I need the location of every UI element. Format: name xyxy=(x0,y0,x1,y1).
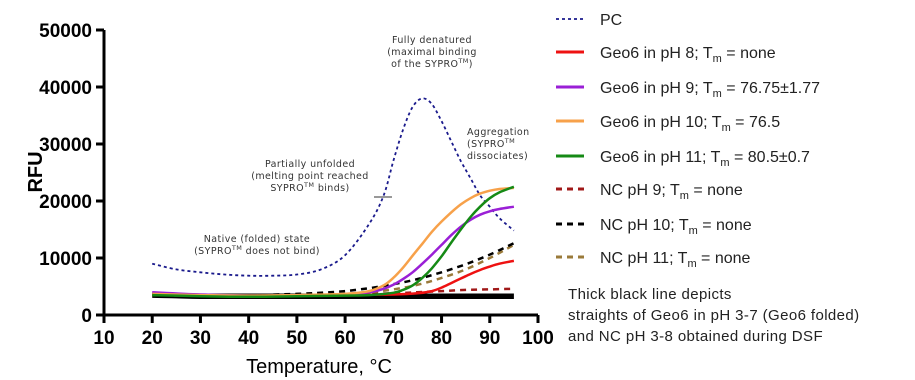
y-axis-title: RFU xyxy=(25,151,47,192)
legend: PC Geo6 in pH 8; Tm = none Geo6 in pH 9; T… xyxy=(556,12,820,270)
legend-label: NC pH 9; Tm = none xyxy=(600,182,743,202)
y-tick-label: 40000 xyxy=(39,78,92,99)
legend-label: PC xyxy=(600,12,622,29)
annotation-text: Partially unfolded (melting point reached… xyxy=(251,159,368,194)
annotation-text: Aggregation (SYPROTM dissociates) xyxy=(467,127,530,162)
y-tick-label: 20000 xyxy=(39,192,92,213)
y-tick-label: 50000 xyxy=(39,21,92,42)
legend-label: NC pH 11; Tm = none xyxy=(600,250,751,270)
legend-label: NC pH 10; Tm = none xyxy=(600,217,752,237)
axes xyxy=(102,30,538,317)
legend-label: Geo6 in pH 11; Tm = 80.5±0.7 xyxy=(600,149,810,169)
legend-item: NC pH 9; Tm = none xyxy=(556,182,743,202)
x-tick-label: 100 xyxy=(522,328,554,349)
legend-item: Geo6 in pH 11; Tm = 80.5±0.7 xyxy=(556,149,810,169)
y-tick-label: 10000 xyxy=(39,249,92,270)
note-line: and NC pH 3-8 obtained during DSF xyxy=(568,328,823,345)
x-tick-label: 70 xyxy=(383,328,404,349)
legend-item: Geo6 in pH 9; Tm = 76.75±1.77 xyxy=(556,80,820,100)
legend-item: NC pH 10; Tm = none xyxy=(556,217,752,237)
annotations: Fully denatured (maximal binding of the SY… xyxy=(194,35,529,257)
x-tick-label: 30 xyxy=(190,328,211,349)
legend-label: Geo6 in pH 9; Tm = 76.75±1.77 xyxy=(600,80,820,100)
legend-item: Geo6 in pH 10; Tm = 76.5 xyxy=(556,114,780,134)
x-tick-label: 90 xyxy=(479,328,500,349)
x-axis-title: Temperature, °C xyxy=(246,356,392,378)
legend-label: Geo6 in pH 8; Tm = none xyxy=(600,45,776,65)
x-tick-label: 60 xyxy=(335,328,356,349)
x-tick-label: 40 xyxy=(238,328,259,349)
annotation-text: Native (folded) state (SYPROTM does not b… xyxy=(194,234,320,257)
legend-item: NC pH 11; Tm = none xyxy=(556,250,751,270)
chart-note: Thick black line depicts straights of Geo… xyxy=(568,286,860,345)
y-tick-label: 30000 xyxy=(39,135,92,156)
series-line-geo6-in-ph-11 xyxy=(152,185,515,299)
x-tick-label: 10 xyxy=(93,328,114,349)
y-ticks: 0 10000 20000 30000 40000 50000 xyxy=(39,21,104,327)
x-tick-label: 80 xyxy=(431,328,452,349)
x-tick-label: 20 xyxy=(142,328,163,349)
y-tick-label: 0 xyxy=(81,306,92,327)
note-line: straights of Geo6 in pH 3-7 (Geo6 folded… xyxy=(568,307,860,324)
legend-label: Geo6 in pH 10; Tm = 76.5 xyxy=(600,114,780,134)
legend-item: Geo6 in pH 8; Tm = none xyxy=(556,45,776,65)
x-tick-label: 50 xyxy=(286,328,307,349)
legend-item: PC xyxy=(556,12,622,29)
x-ticks: 10 20 30 40 50 60 70 80 90 100 xyxy=(93,315,554,349)
annotation-text: Fully denatured (maximal binding of the SY… xyxy=(387,35,477,70)
note-line: Thick black line depicts xyxy=(568,286,732,303)
series-group xyxy=(152,97,515,299)
